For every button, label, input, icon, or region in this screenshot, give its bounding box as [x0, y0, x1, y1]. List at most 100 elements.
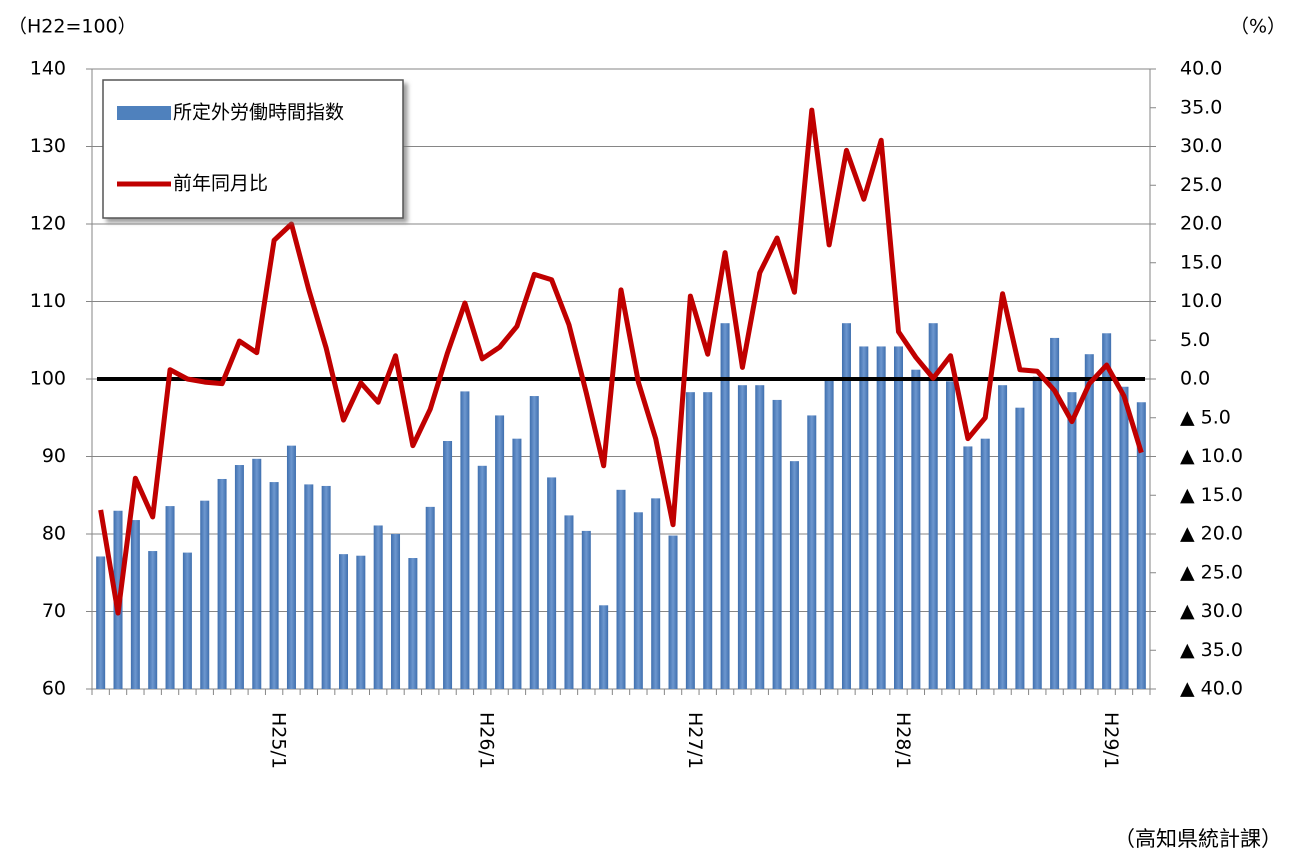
bar	[217, 478, 227, 689]
y2-tick-label: 25.0	[1180, 174, 1222, 196]
bar	[338, 554, 348, 689]
bar	[720, 323, 730, 689]
y-tick-label: 60	[42, 678, 66, 700]
bar	[633, 512, 643, 689]
bar	[356, 555, 366, 689]
bar	[529, 396, 539, 689]
bar	[321, 485, 331, 689]
bar	[616, 489, 626, 689]
bar	[252, 458, 262, 689]
bar	[668, 535, 678, 689]
y-axis-label: （H22=100）	[8, 16, 137, 38]
bar	[876, 346, 886, 689]
y2-tick-label: ▲ 25.0	[1180, 561, 1243, 583]
x-tick-label: H28/1	[892, 712, 914, 769]
bar	[477, 465, 487, 689]
bar	[373, 525, 383, 689]
legend-label: 所定外労働時間指数	[173, 102, 344, 124]
plot-area: 60 70 80 90 100 110 120 130 140 ▲ 40.0 ▲ 35.0 ▲ 30.…	[30, 58, 1243, 769]
legend-swatch	[117, 106, 171, 120]
bar	[443, 441, 453, 689]
bar	[148, 551, 158, 689]
bar	[234, 465, 244, 689]
y2-tick-label: 15.0	[1180, 251, 1222, 273]
bar	[807, 415, 817, 689]
bar	[1032, 376, 1042, 689]
y2-tick-label: 35.0	[1180, 96, 1222, 118]
bar	[998, 385, 1008, 689]
y2-tick-label: ▲ 30.0	[1180, 600, 1243, 622]
bar	[1050, 337, 1060, 689]
x-tick-label: H29/1	[1100, 712, 1122, 769]
x-tick-label: H26/1	[476, 712, 498, 769]
y2-tick-label: ▲ 35.0	[1180, 639, 1243, 661]
y2-tick-label: ▲ 15.0	[1180, 484, 1243, 506]
bar	[651, 498, 661, 689]
bar	[841, 323, 851, 689]
y-tick-label: 110	[30, 290, 66, 312]
bar	[165, 506, 175, 689]
legend-box	[102, 79, 404, 219]
bar	[425, 506, 435, 689]
y-tick-label: 70	[42, 600, 66, 622]
y-tick-label: 90	[42, 445, 66, 467]
bar	[737, 385, 747, 689]
bar	[581, 530, 591, 689]
bar	[269, 482, 279, 689]
bar	[755, 385, 765, 689]
y2-tick-label: 5.0	[1180, 329, 1210, 351]
x-tick-label: H25/1	[268, 712, 290, 769]
bar	[304, 484, 314, 689]
y2-tick-label: ▲ 5.0	[1180, 406, 1231, 428]
bar	[963, 446, 973, 689]
bar	[200, 500, 210, 689]
bar	[1136, 402, 1146, 689]
bar	[96, 556, 106, 689]
bar	[1084, 354, 1094, 689]
y2-tick-label: ▲ 20.0	[1180, 523, 1243, 545]
y2-axis-label: （%）	[1230, 16, 1286, 38]
y-tick-label: 100	[30, 368, 66, 390]
bar	[911, 369, 921, 689]
bar	[512, 438, 522, 689]
bar	[564, 515, 574, 689]
y-tick-label: 130	[30, 135, 66, 157]
bar	[772, 399, 782, 689]
bar	[130, 520, 140, 689]
y2-tick-label: 10.0	[1180, 290, 1222, 312]
bar	[391, 534, 401, 689]
bar	[824, 380, 834, 689]
y-tick-label: 80	[42, 523, 66, 545]
legend-label: 前年同月比	[173, 173, 268, 195]
source-note: （高知県統計課）	[1114, 827, 1282, 851]
y2-tick-label: 20.0	[1180, 213, 1222, 235]
bar	[789, 461, 799, 689]
bar	[1067, 392, 1077, 689]
bar	[599, 605, 609, 689]
bar	[460, 391, 470, 689]
bar	[495, 415, 505, 689]
y2-tick-label: ▲ 40.0	[1180, 678, 1243, 700]
y-tick-label: 140	[30, 58, 66, 80]
bar	[703, 392, 713, 689]
y2-tick-label: 0.0	[1180, 368, 1210, 390]
bar	[286, 445, 296, 689]
bar	[946, 381, 956, 689]
line	[98, 107, 1144, 616]
bar	[928, 323, 938, 689]
bar	[894, 346, 904, 689]
bar	[1015, 407, 1025, 689]
bar	[1102, 333, 1112, 689]
bar	[1119, 386, 1129, 689]
bar	[408, 558, 418, 689]
y2-tick-label: ▲ 10.0	[1180, 445, 1243, 467]
bar	[685, 392, 695, 689]
bar	[547, 477, 557, 689]
x-tick-label: H27/1	[684, 712, 706, 769]
y-tick-label: 120	[30, 213, 66, 235]
y2-tick-label: 30.0	[1180, 135, 1222, 157]
bar	[980, 438, 990, 689]
bar	[859, 346, 869, 689]
